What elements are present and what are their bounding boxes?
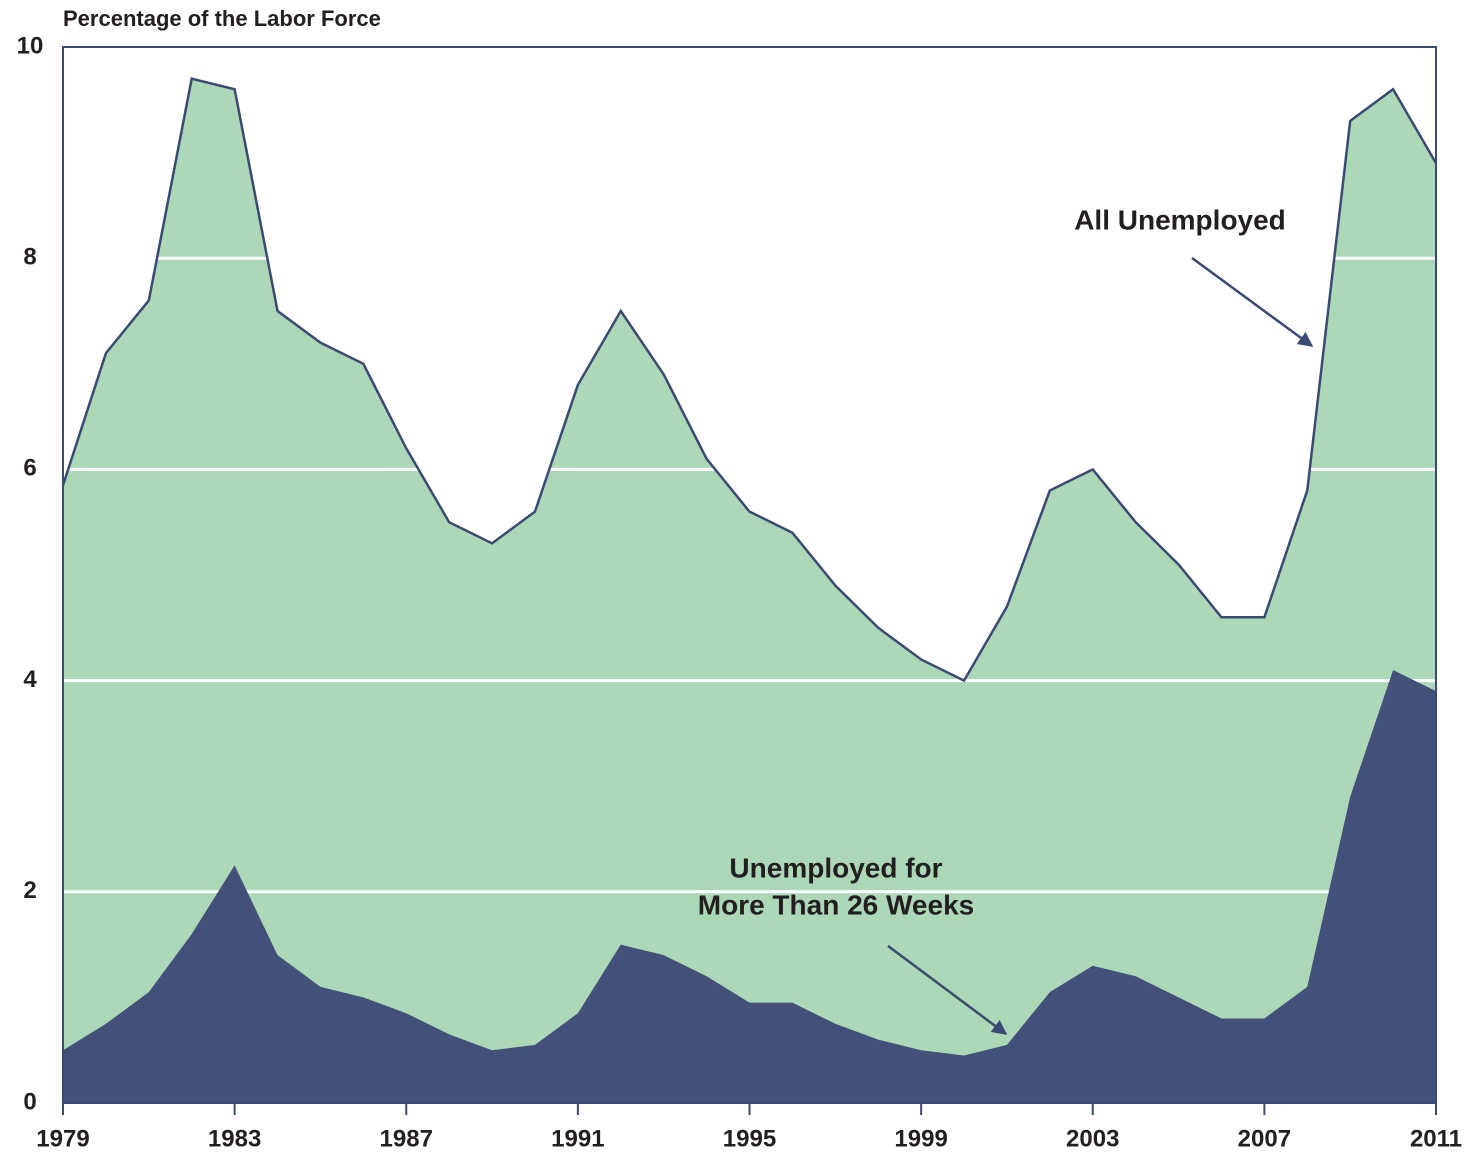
x-tick-label: 1983	[208, 1125, 261, 1152]
area	[63, 78, 1436, 1103]
y-tick-label: 2	[23, 877, 36, 904]
x-tick-label: 1999	[894, 1125, 947, 1152]
x-tick-label: 2003	[1066, 1125, 1119, 1152]
x-tick-label: 1979	[36, 1125, 89, 1152]
x-tick-label: 1991	[551, 1125, 604, 1152]
x-tick-label: 2007	[1238, 1125, 1291, 1152]
y-axis-label: Percentage of the Labor Force	[63, 6, 381, 31]
line	[61, 77, 1438, 683]
x-tick-label: 1995	[723, 1125, 776, 1152]
annotation: Unemployed for	[729, 852, 942, 883]
y-tick-label: 4	[23, 666, 37, 693]
annotation-arrow	[887, 944, 1008, 1036]
y-tick-label: 10	[17, 32, 44, 59]
annotation: All Unemployed	[1074, 204, 1286, 235]
area	[63, 670, 1436, 1103]
annotation-arrow	[1191, 256, 1314, 348]
y-tick-label: 8	[23, 244, 36, 271]
x-tick-label: 1987	[380, 1125, 433, 1152]
annotation: More Than 26 Weeks	[698, 889, 974, 920]
y-tick-label: 0	[23, 1088, 36, 1115]
x-tick-label: 2011	[1410, 1125, 1462, 1152]
y-tick-label: 6	[23, 455, 36, 482]
